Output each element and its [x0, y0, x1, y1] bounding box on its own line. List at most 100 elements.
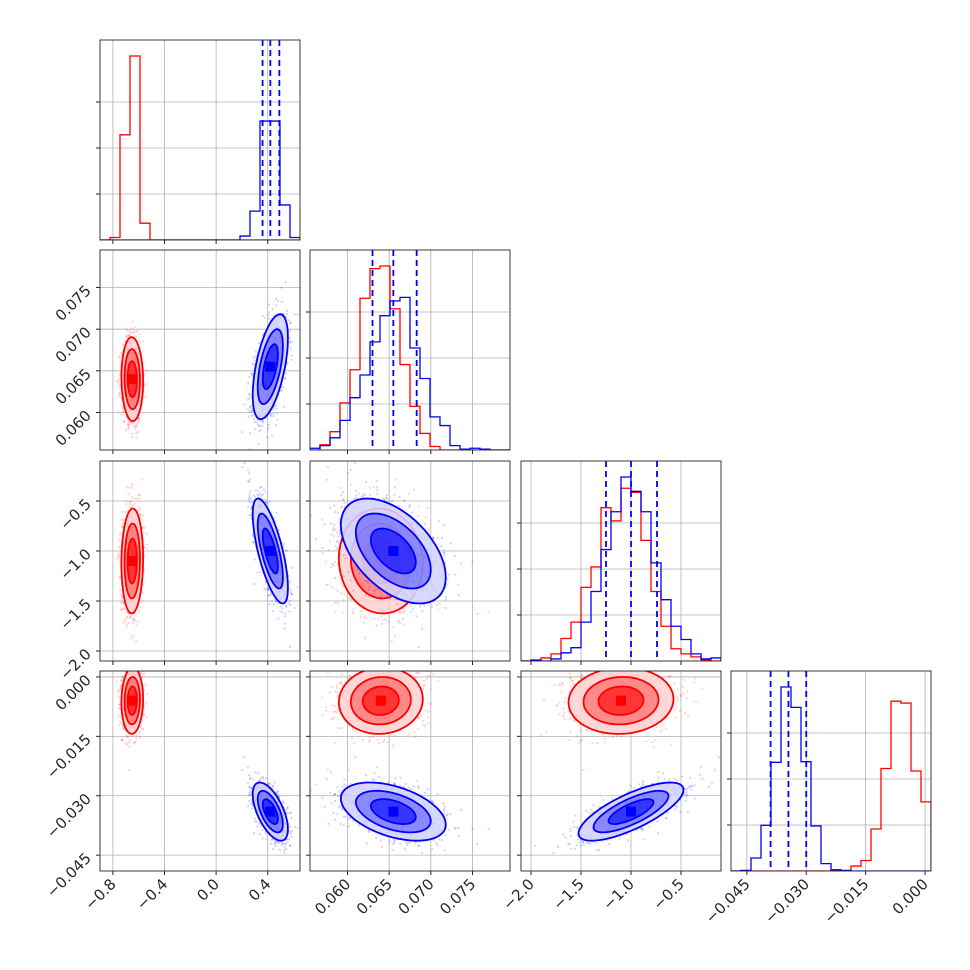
- sample-point: [145, 543, 149, 546]
- sample-point: [125, 335, 128, 338]
- sample-point: [258, 492, 262, 495]
- sample-point: [115, 558, 118, 561]
- sample-point: [143, 384, 146, 387]
- sample-point: [251, 534, 254, 537]
- sample-point: [250, 404, 253, 407]
- sample-point: [254, 350, 258, 353]
- sample-point: [250, 500, 254, 504]
- sample-point: [134, 330, 137, 334]
- sample-point: [119, 356, 122, 359]
- y-tick-label: 0.075: [52, 282, 95, 325]
- density-peak: [265, 546, 276, 556]
- sample-point: [289, 591, 292, 594]
- sample-point: [134, 325, 137, 328]
- sample-point: [126, 329, 129, 333]
- sample-point: [126, 423, 130, 426]
- sample-point: [138, 497, 141, 500]
- sample-point: [275, 304, 278, 307]
- sample-point: [256, 571, 259, 574]
- sample-point: [141, 478, 144, 481]
- sample-point: [290, 358, 293, 361]
- sample-point: [250, 409, 253, 412]
- sample-point: [260, 494, 263, 497]
- sample-point: [284, 612, 287, 615]
- sample-point: [285, 549, 288, 553]
- sample-point: [127, 621, 130, 624]
- sample-point: [243, 461, 246, 465]
- sample-point: [122, 602, 125, 605]
- sample-point: [129, 505, 132, 508]
- panel-frame: [99, 39, 301, 241]
- sample-point: [137, 506, 140, 509]
- sample-point: [283, 376, 286, 380]
- panel-2-1: [306, 460, 511, 665]
- sample-point: [118, 392, 121, 395]
- sample-point: [125, 615, 128, 618]
- sample-point: [259, 486, 262, 489]
- sample-point: [247, 498, 250, 502]
- density-peak: [127, 374, 138, 385]
- sample-point: [260, 486, 263, 489]
- sample-point: [118, 556, 121, 559]
- sample-point: [127, 486, 131, 489]
- sample-point: [291, 593, 294, 596]
- sample-point: [259, 570, 262, 573]
- sample-point: [279, 610, 282, 613]
- sample-point: [283, 627, 286, 630]
- sample-point: [293, 606, 297, 610]
- sample-point: [125, 626, 128, 629]
- sample-point: [280, 389, 284, 392]
- sample-point: [118, 394, 121, 398]
- sample-point: [131, 432, 134, 436]
- density-peak: [265, 361, 276, 372]
- sample-point: [267, 423, 270, 427]
- sample-point: [125, 503, 128, 506]
- sample-point: [142, 526, 145, 529]
- sample-point: [120, 413, 123, 416]
- sample-point: [143, 527, 146, 530]
- sample-point: [126, 423, 130, 426]
- sample-point: [296, 313, 299, 316]
- sample-point: [130, 483, 133, 486]
- sample-point: [131, 495, 134, 498]
- sample-point: [283, 622, 286, 625]
- sample-point: [248, 493, 251, 496]
- sample-point: [254, 427, 257, 431]
- sample-point: [287, 319, 291, 322]
- sample-point: [128, 501, 131, 504]
- sample-point: [289, 588, 292, 591]
- sample-point: [128, 423, 131, 426]
- sample-point: [289, 604, 292, 607]
- sample-point: [145, 382, 149, 385]
- panel-2-0: −2.0−1.5−1.0−0.5: [56, 460, 301, 684]
- sample-point: [261, 424, 264, 427]
- sample-point: [261, 420, 264, 423]
- sample-point: [127, 492, 130, 495]
- sample-point: [118, 392, 121, 396]
- sample-point: [257, 423, 260, 426]
- sample-point: [137, 417, 140, 420]
- panel-frame: [309, 249, 511, 451]
- sample-point: [293, 313, 297, 316]
- sample-point: [129, 615, 132, 618]
- sample-point: [251, 533, 254, 536]
- sample-point: [248, 447, 251, 450]
- sample-point: [252, 494, 256, 497]
- sample-point: [277, 617, 280, 620]
- sample-point: [289, 346, 292, 350]
- sample-point: [387, 620, 390, 623]
- panel-0-0: [96, 39, 301, 244]
- sample-point: [119, 588, 122, 592]
- sample-point: [266, 314, 269, 317]
- sample-point: [278, 528, 281, 532]
- sample-point: [145, 532, 148, 535]
- sample-point: [117, 552, 120, 555]
- sample-point: [119, 385, 122, 388]
- sample-point: [129, 616, 132, 619]
- sample-point: [136, 497, 139, 501]
- sample-point: [283, 615, 286, 618]
- sample-point: [128, 334, 131, 337]
- sample-point: [352, 612, 355, 615]
- sample-point: [248, 392, 251, 395]
- sample-point: [138, 332, 141, 336]
